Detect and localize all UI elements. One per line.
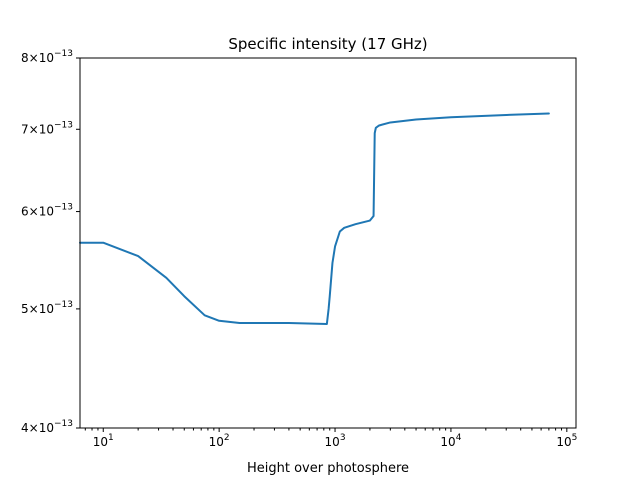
series-layer (79, 112, 550, 326)
x-tick-label: 103 (325, 433, 346, 449)
y-tick-label: 7×10−13 (21, 120, 73, 136)
x-tick-label: 104 (440, 433, 461, 449)
plot-frame (79, 57, 577, 429)
y-tick-label: 8×10−13 (21, 49, 73, 65)
x-axis-label: Height over photosphere (247, 461, 409, 476)
x-tick-label: 102 (209, 433, 230, 449)
chart-title: Specific intensity (17 GHz) (228, 35, 427, 53)
y-axis-ticks: 4×10−13 5×10−13 6×10−13 7×10−13 8×10−13 (21, 49, 80, 435)
y-tick-label: 5×10−13 (21, 300, 73, 316)
y-tick-label: 4×10−13 (21, 419, 73, 435)
series-line-0 (79, 112, 550, 326)
y-tick-label: 6×10−13 (21, 203, 73, 219)
x-axis-ticks: 101 102 103 104 105 (84, 428, 577, 449)
x-tick-label: 101 (93, 433, 114, 449)
x-tick-label: 105 (556, 433, 577, 449)
